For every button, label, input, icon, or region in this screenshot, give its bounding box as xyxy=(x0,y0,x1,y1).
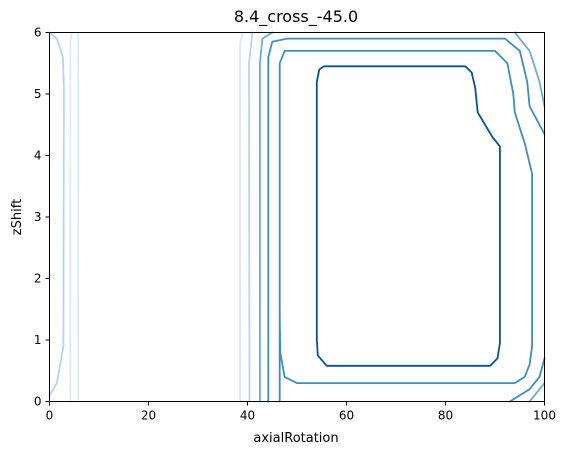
y-tick-label: 5 xyxy=(34,87,42,101)
x-tick-label: 100 xyxy=(533,409,556,423)
contour-line-level-4-3 xyxy=(278,50,533,403)
contour-line-level-4-1 xyxy=(267,37,546,403)
y-tick-label: 3 xyxy=(34,210,42,224)
contour-line-level-1-1 xyxy=(69,31,73,403)
y-tick-label: 4 xyxy=(34,149,42,163)
x-axis-label: axialRotation xyxy=(253,431,338,446)
contour-line-level-4-2 xyxy=(508,357,546,403)
x-tick-label: 40 xyxy=(240,409,255,423)
chart-title: 8.4_cross_-45.0 xyxy=(234,7,358,27)
y-tick-label: 1 xyxy=(34,333,42,347)
contour-line-level-3-2 xyxy=(513,31,546,108)
contour-line-level-2-1 xyxy=(48,31,65,397)
y-axis-label: zShift xyxy=(10,199,25,235)
contour-line-level-5-1 xyxy=(315,65,501,367)
contour-line-level-3-1 xyxy=(258,31,274,403)
contour-line-level-1-3 xyxy=(239,31,244,403)
contour-line-level-2-2 xyxy=(248,31,254,403)
contour-lines xyxy=(48,31,546,403)
y-tick-label: 0 xyxy=(34,395,42,409)
y-tick-label: 6 xyxy=(34,26,42,40)
x-axis-ticks: 0 20 40 60 80 100 xyxy=(46,401,556,423)
y-tick-label: 2 xyxy=(34,272,42,286)
x-tick-label: 0 xyxy=(46,409,54,423)
x-tick-label: 20 xyxy=(141,409,156,423)
y-axis-ticks: 0 1 2 3 4 5 6 xyxy=(34,26,50,409)
x-tick-label: 80 xyxy=(438,409,453,423)
x-tick-label: 60 xyxy=(339,409,354,423)
plot-frame xyxy=(49,32,545,402)
contour-line-level-3-3 xyxy=(528,382,546,403)
